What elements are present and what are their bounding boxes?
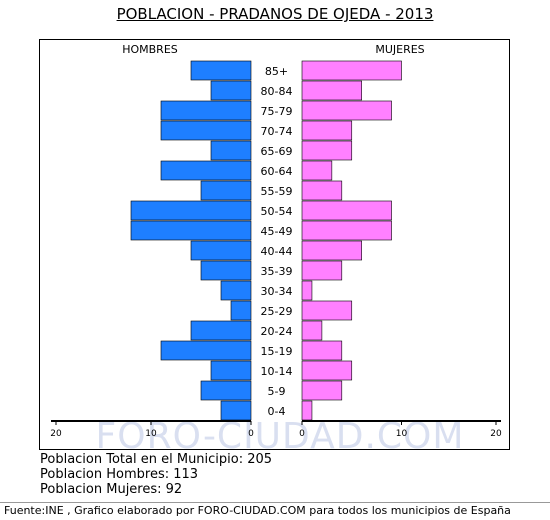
bar-mujeres-35-39 [301, 260, 343, 281]
tick-left-10: 10 [145, 429, 157, 439]
tick-left-20: 20 [50, 429, 62, 439]
bar-mujeres-5-9 [301, 380, 343, 401]
age-label-25-29: 25-29 [261, 305, 293, 318]
bar-mujeres-20-24 [301, 320, 323, 341]
footer-divider [0, 502, 550, 503]
bar-mujeres-10-14 [301, 360, 353, 381]
bar-hombres-10-14 [210, 360, 252, 381]
age-label-15-19: 15-19 [261, 345, 293, 358]
label-hombres: HOMBRES [122, 43, 178, 56]
stats-block: Poblacion Total en el Municipio: 205 Pob… [40, 452, 272, 497]
bar-hombres-85+ [190, 60, 252, 81]
bar-mujeres-70-74 [301, 120, 353, 141]
bar-hombres-5-9 [200, 380, 252, 401]
age-label-85+: 85+ [265, 65, 288, 78]
label-mujeres: MUJERES [375, 43, 424, 56]
bar-mujeres-50-54 [301, 200, 392, 221]
bar-hombres-70-74 [160, 120, 252, 141]
age-label-30-34: 30-34 [261, 285, 293, 298]
bar-mujeres-45-49 [301, 220, 392, 241]
bar-hombres-25-29 [230, 300, 252, 321]
bar-mujeres-65-69 [301, 140, 353, 161]
bar-hombres-50-54 [130, 200, 252, 221]
stat-mujeres: Poblacion Mujeres: 92 [40, 482, 183, 497]
bar-mujeres-25-29 [301, 300, 353, 321]
bar-hombres-80-84 [210, 80, 252, 101]
bar-hombres-55-59 [200, 180, 252, 201]
age-label-35-39: 35-39 [261, 265, 293, 278]
bar-mujeres-75-79 [301, 100, 392, 121]
bar-mujeres-40-44 [301, 240, 363, 261]
age-label-10-14: 10-14 [261, 365, 293, 378]
bar-mujeres-15-19 [301, 340, 343, 361]
bar-mujeres-85+ [301, 60, 402, 81]
tick-left-0: 0 [248, 429, 254, 439]
age-label-50-54: 50-54 [261, 205, 293, 218]
bar-hombres-75-79 [160, 100, 252, 121]
age-label-80-84: 80-84 [261, 85, 293, 98]
age-label-70-74: 70-74 [261, 125, 293, 138]
bar-mujeres-55-59 [301, 180, 343, 201]
age-label-75-79: 75-79 [261, 105, 293, 118]
bar-mujeres-80-84 [301, 80, 363, 101]
stat-hombres: Poblacion Hombres: 113 [40, 467, 199, 482]
footer-source: Fuente:INE , Grafico elaborado por FORO-… [0, 503, 550, 520]
age-label-45-49: 45-49 [261, 225, 293, 238]
population-pyramid: FORO-CIUDAD.COM HOMBRES MUJERES 85+80-84… [50, 43, 502, 451]
age-label-0-4: 0-4 [268, 405, 286, 418]
age-label-20-24: 20-24 [261, 325, 293, 338]
age-label-5-9: 5-9 [268, 385, 286, 398]
age-label-60-64: 60-64 [261, 165, 293, 178]
bar-hombres-30-34 [220, 280, 252, 301]
bar-hombres-0-4 [220, 400, 252, 421]
bar-hombres-20-24 [190, 320, 252, 341]
bar-mujeres-30-34 [301, 280, 313, 301]
tick-right-0: 0 [299, 429, 305, 439]
age-label-65-69: 65-69 [261, 145, 293, 158]
bar-hombres-35-39 [200, 260, 252, 281]
age-label-40-44: 40-44 [261, 245, 293, 258]
chart-frame: FORO-CIUDAD.COM HOMBRES MUJERES 85+ 80-84… [39, 39, 510, 451]
chart-title: POBLACION - PRADANOS DE OJEDA - 2013 [116, 5, 434, 23]
age-label-55-59: 55-59 [261, 185, 293, 198]
tick-right-10: 10 [396, 429, 408, 439]
bar-hombres-65-69 [210, 140, 252, 161]
bar-mujeres-0-4 [301, 400, 313, 421]
stat-total: Poblacion Total en el Municipio: 205 [40, 452, 273, 467]
bar-hombres-45-49 [130, 220, 252, 241]
bar-mujeres-60-64 [301, 160, 333, 181]
bar-hombres-40-44 [190, 240, 252, 261]
bar-hombres-60-64 [160, 160, 252, 181]
tick-right-20: 20 [490, 429, 502, 439]
bar-hombres-15-19 [160, 340, 252, 361]
